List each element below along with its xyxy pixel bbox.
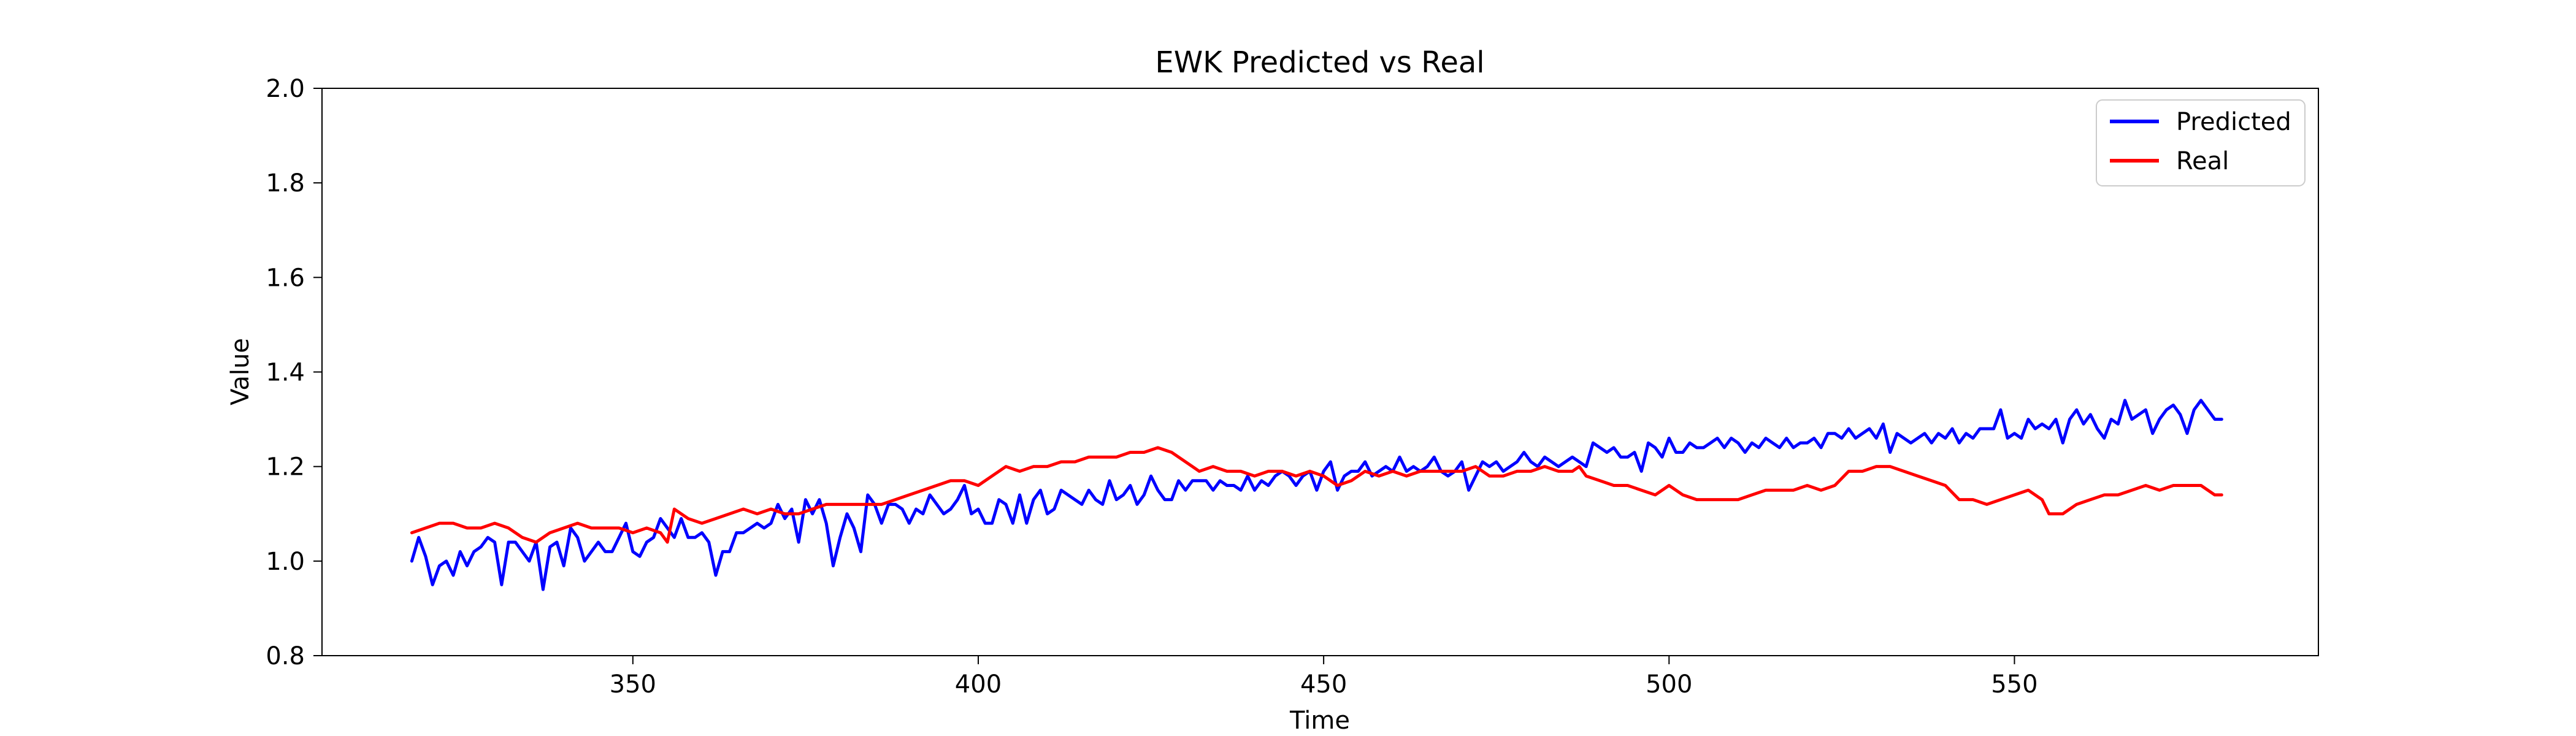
y-tick-label: 1.8: [266, 169, 305, 197]
x-axis-ticks: 350 400 450 500 550: [610, 656, 2038, 699]
series-line-predicted: [410, 399, 2223, 591]
series-line-real: [410, 446, 2223, 544]
series-lines: [410, 399, 2223, 591]
y-tick-label: 1.2: [266, 453, 305, 481]
x-tick-label: 500: [1646, 670, 1692, 699]
y-tick-label: 1.0: [266, 548, 305, 576]
x-tick-label: 350: [610, 670, 656, 699]
chart-title: EWK Predicted vs Real: [1155, 45, 1484, 80]
x-axis-title: Time: [1289, 707, 1350, 735]
y-tick-label: 2.0: [266, 75, 305, 103]
y-tick-label: 0.8: [266, 642, 305, 670]
legend: Predicted Real: [2096, 99, 2306, 186]
legend-label-real: Real: [2176, 147, 2229, 175]
x-tick-label: 400: [955, 670, 1002, 699]
y-axis-title: Value: [226, 338, 255, 405]
legend-label-predicted: Predicted: [2176, 108, 2291, 136]
y-axis-ticks: 0.8 1.0 1.2 1.4 1.6 1.8 2.0: [266, 75, 322, 670]
y-tick-label: 1.4: [266, 359, 305, 387]
x-tick-label: 550: [1991, 670, 2037, 699]
x-tick-label: 450: [1300, 670, 1347, 699]
y-tick-label: 1.6: [266, 264, 305, 292]
